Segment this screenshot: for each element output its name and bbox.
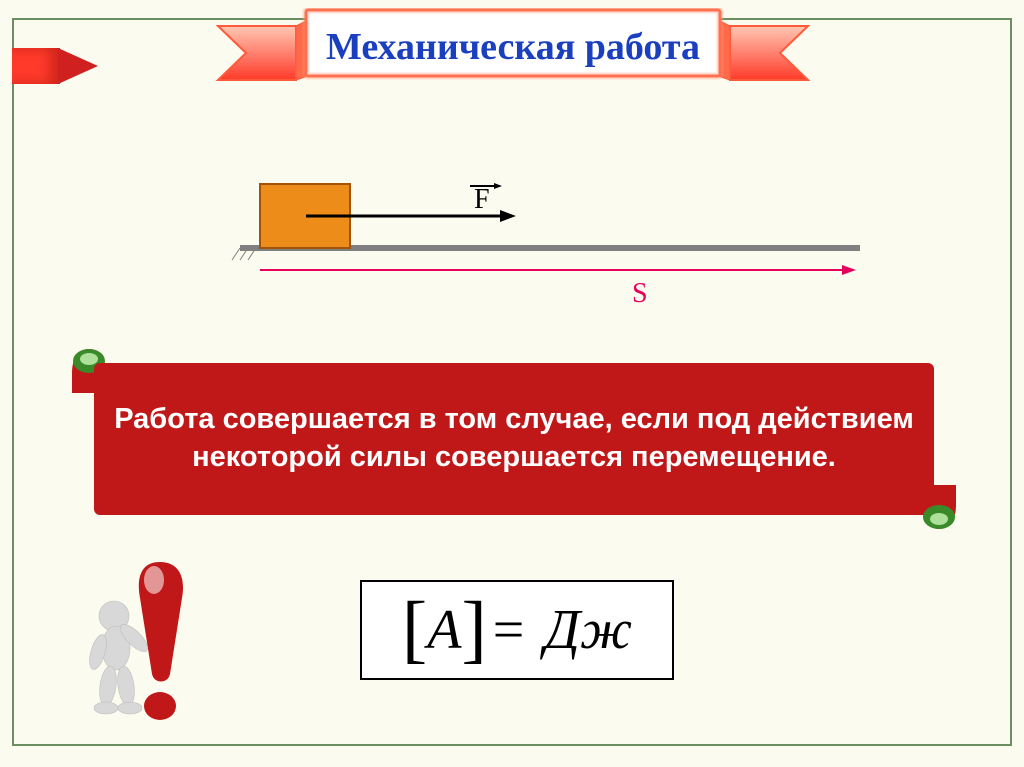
accent-arrow-bar — [12, 48, 60, 84]
unit-formula: [A]= Дж — [402, 598, 632, 662]
slide-title: Механическая работа — [210, 8, 816, 86]
formula-lhs: A — [427, 599, 461, 661]
displacement-arrow: S — [260, 265, 856, 309]
formula-rhs: Дж — [544, 599, 632, 661]
force-label: F — [474, 184, 490, 215]
definition-scroll: Работа совершается в том случае, если по… — [60, 345, 968, 533]
unit-formula-box: [A]= Дж — [360, 580, 674, 680]
definition-text: Работа совершается в том случае, если по… — [94, 363, 934, 515]
displacement-label: S — [632, 278, 648, 309]
scroll-roll-right-icon — [916, 481, 962, 533]
title-banner: Механическая работа — [210, 8, 816, 88]
work-diagram: F S — [160, 170, 860, 330]
attention-figure — [82, 556, 222, 726]
accent-arrow-head — [58, 48, 98, 84]
